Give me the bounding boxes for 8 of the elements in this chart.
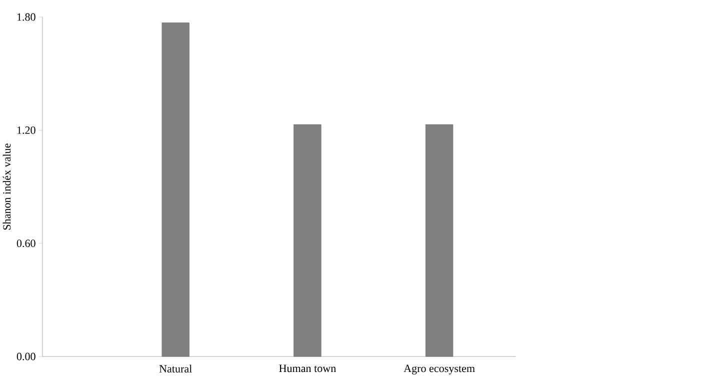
y-tick-label: 0.60 [16,240,36,248]
y-tick-label: 1.80 [17,13,36,21]
x-tick-label: Human town [279,364,336,372]
x-tick-label: Natural [159,364,192,372]
y-axis-title: Shanon indéx value [2,144,11,230]
y-tick-label: 1.20 [17,126,36,134]
y-tick-label: 0.00 [16,352,36,360]
x-tick-label: Agro ecosystem [404,364,475,374]
